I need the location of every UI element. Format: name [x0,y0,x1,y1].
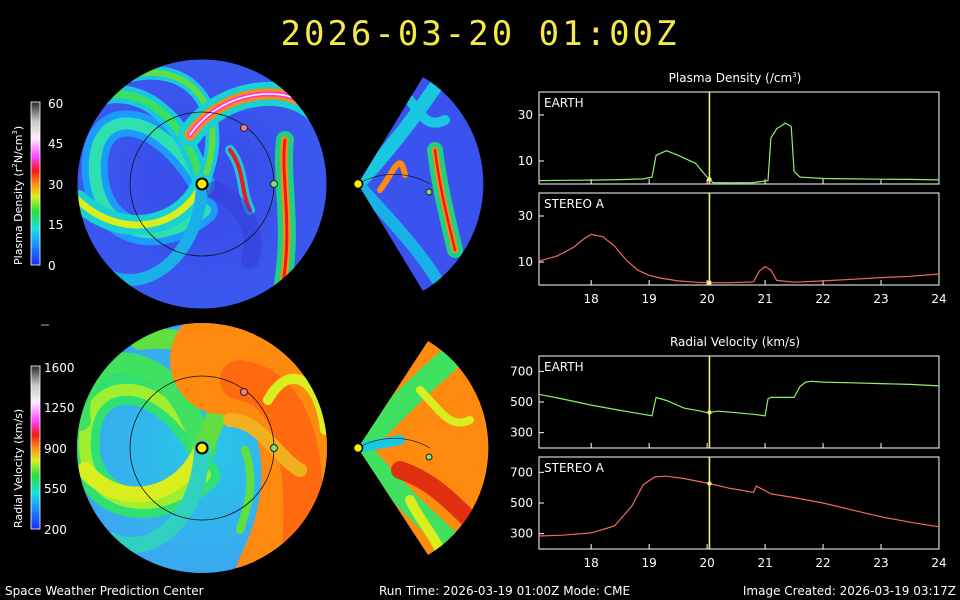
density-colorbar [30,101,41,266]
x-tick-label: 21 [757,556,772,570]
sun-icon [352,178,364,190]
series-line [538,122,940,184]
y-tick-label: 30 [518,108,533,122]
y-tick-label: 300 [510,527,533,541]
time-series-charts: Plasma Density (/cm3) Radial Velocity (k… [510,71,947,570]
velocity-chart-title: Radial Velocity (km/s) [670,335,800,349]
velocity-colorbar-tick: 550 [44,482,67,496]
x-tick-label: 22 [815,292,830,306]
footer-image-created: Image Created: 2026-03-19 03:17Z [742,584,956,598]
x-tick-label: 18 [584,292,599,306]
x-tick-label: 20 [699,292,714,306]
y-tick-label: 700 [510,364,533,378]
chart-frame [538,91,940,185]
y-tick-label: 700 [510,465,533,479]
velocity-colorbar-tick: 1600 [44,361,75,375]
x-tick-label: 24 [931,556,946,570]
y-tick-label: 500 [510,395,533,409]
y-tick-label: 10 [518,255,533,269]
density-colorbar-tick: 0 [48,259,56,273]
velocity-meridional-wedge [352,341,489,555]
density-colorbar-tick: 60 [48,97,63,111]
velocity-colorbar-tick: 1250 [44,401,75,415]
density-polar-map [76,58,328,310]
panel-label: EARTH [544,360,584,374]
density-colorbar-tick: 30 [48,178,63,192]
velocity-colorbar-label: Radial Velocity (km/s) [12,409,25,528]
stereo-a-marker-icon [240,388,248,396]
x-tick-label: 21 [757,292,772,306]
density-meridional-wedge [352,77,484,291]
x-tick-label: 19 [642,292,657,306]
x-tick-label: 19 [642,556,657,570]
x-tick-label: 20 [699,556,714,570]
y-tick-label: 300 [510,426,533,440]
series-line [538,233,940,284]
y-tick-label: 500 [510,496,533,510]
x-tick-label: 18 [584,556,599,570]
velocity-polar-map [77,323,327,573]
x-tick-label: 22 [815,556,830,570]
x-tick-label: 24 [931,292,946,306]
chart-frame [538,192,940,286]
sun-icon [195,177,209,191]
velocity-colorbar [30,365,41,530]
x-tick-label: 23 [873,292,888,306]
sun-icon [195,441,209,455]
valid-time-title: 2026-03-20 01:00Z [280,14,680,54]
y-tick-label: 10 [518,154,533,168]
y-tick-label: 30 [518,209,533,223]
velocity-colorbar-tick: 200 [44,523,67,537]
panel-label: EARTH [544,96,584,110]
series-line [538,380,940,417]
velocity-colorbar-tick: 900 [44,442,67,456]
density-colorbar-tick: 45 [48,137,63,151]
series-line [538,475,940,537]
earth-marker-icon [270,180,278,188]
panel-label: STEREO A [544,197,605,211]
panel-label: STEREO A [544,461,605,475]
stereo-a-marker-icon [240,124,248,132]
sun-icon [352,442,364,454]
earth-marker-icon [270,444,278,452]
density-colorbar-label: Plasma Density (r2N/cm3) [11,126,25,265]
footer-run-time: Run Time: 2026-03-19 01:00Z Mode: CME [379,584,631,598]
density-chart-title: Plasma Density (/cm3) [669,71,802,85]
density-colorbar-tick: 15 [48,218,63,232]
chart-frame [538,355,940,449]
earth-marker-icon [425,188,433,196]
x-tick-label: 23 [873,556,888,570]
footer-organization: Space Weather Prediction Center [5,584,204,598]
model-maps-panel: 60 45 30 15 0 Plasma Density (r2N/cm3) 1… [11,58,489,573]
earth-marker-icon [425,453,433,461]
